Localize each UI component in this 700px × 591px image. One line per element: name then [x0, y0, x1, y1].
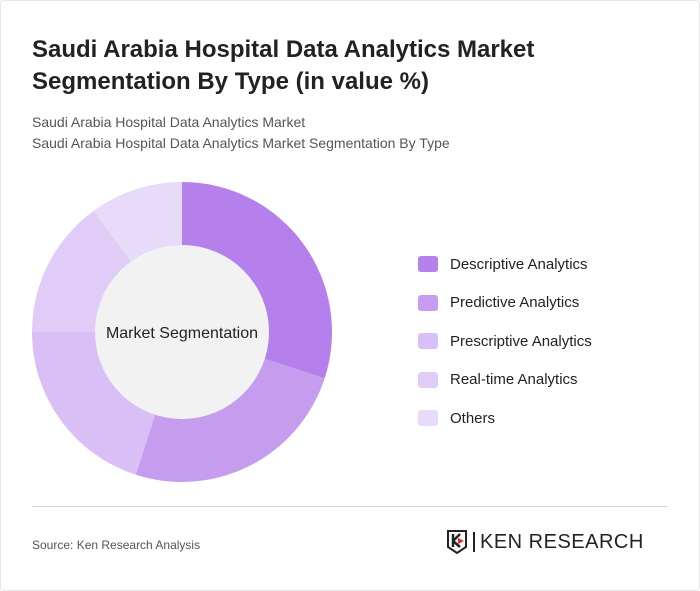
logo-text: KEN RESEARCH — [473, 532, 644, 552]
legend-label: Predictive Analytics — [450, 294, 580, 312]
center-label: Market Segmentation — [106, 325, 258, 342]
legend-item[interactable]: Prescriptive Analytics — [418, 322, 592, 361]
legend-swatch — [418, 256, 438, 273]
legend-swatch — [418, 294, 438, 311]
legend: Descriptive Analytics Predictive Analytic… — [418, 245, 592, 438]
legend-label: Real-time Analytics — [450, 371, 578, 389]
ken-research-logo: KEN RESEARCH — [447, 530, 644, 554]
legend-label: Prescriptive Analytics — [450, 332, 592, 350]
divider — [32, 506, 668, 507]
source-note: Source: Ken Research Analysis — [32, 538, 201, 552]
ken-logo-icon — [447, 530, 467, 554]
legend-swatch — [418, 410, 438, 427]
legend-item[interactable]: Others — [418, 399, 592, 438]
legend-swatch — [418, 333, 438, 350]
legend-item[interactable]: Predictive Analytics — [418, 284, 592, 323]
chart-title: Saudi Arabia Hospital Data Analytics Mar… — [32, 36, 535, 95]
legend-item[interactable]: Real-time Analytics — [418, 361, 592, 400]
legend-item[interactable]: Descriptive Analytics — [418, 245, 592, 284]
legend-label: Descriptive Analytics — [450, 255, 588, 273]
subtitle-segmentation: Saudi Arabia Hospital Data Analytics Mar… — [32, 135, 450, 151]
subtitle-market: Saudi Arabia Hospital Data Analytics Mar… — [32, 114, 306, 130]
donut-chart: Market Segmentation — [32, 182, 332, 483]
legend-swatch — [418, 371, 438, 388]
legend-label: Others — [450, 409, 496, 427]
donut-hole — [95, 245, 269, 419]
